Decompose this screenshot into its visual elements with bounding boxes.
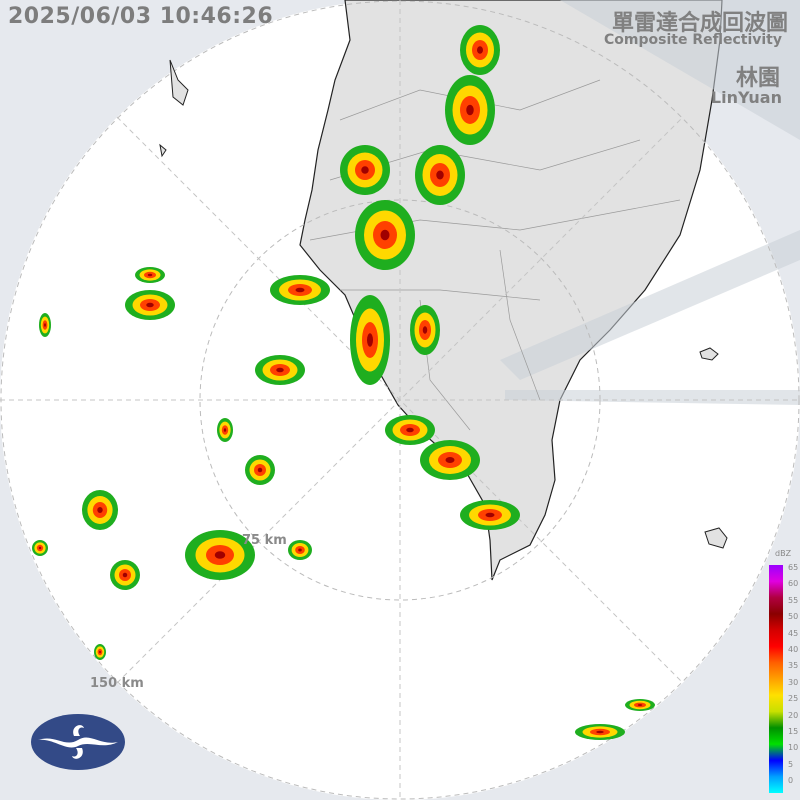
echo-cell	[380, 229, 390, 241]
echo-cell	[367, 333, 373, 347]
radar-echoes	[32, 25, 655, 740]
echo-cell	[223, 428, 227, 432]
islands	[159, 59, 728, 549]
echo-cell	[147, 273, 153, 277]
echo-cell	[44, 323, 46, 327]
range-label-75km: 75 km	[242, 533, 287, 548]
echo-cell	[257, 467, 263, 473]
echo-cell	[637, 704, 643, 706]
colorbar-label: 50	[788, 612, 799, 622]
echo-cell	[596, 730, 604, 734]
range-ring-75km	[199, 199, 601, 601]
echo-cell	[445, 457, 455, 463]
echo-cell	[276, 367, 284, 373]
echo-cell	[298, 548, 302, 552]
colorbar-label: 5	[788, 759, 794, 769]
echo-cell	[361, 166, 369, 174]
product-title-zh: 單雷達合成回波圖	[611, 11, 788, 36]
echo-cell	[477, 46, 483, 54]
echo-cell	[146, 302, 154, 308]
echo-cell	[295, 287, 305, 293]
station-name-zh: 林園	[735, 66, 780, 91]
range-label-150km: 150 km	[90, 676, 144, 691]
colorbar-label: 10	[788, 743, 799, 753]
colorbar-label: 55	[788, 595, 799, 605]
colorbar-label: 30	[788, 677, 799, 687]
colorbar-label: 20	[788, 710, 799, 720]
product-title-en: Composite Reflectivity	[604, 32, 782, 48]
colorbar-label: 65	[788, 563, 799, 572]
echo-cell	[97, 507, 103, 513]
echo-cell	[436, 170, 444, 180]
timestamp: 2025/06/03 10:46:26	[8, 4, 274, 29]
colorbar-label: 40	[788, 645, 799, 654]
cwa-logo	[31, 714, 125, 770]
colorbar	[769, 565, 783, 793]
echo-cell	[99, 650, 101, 654]
echo-cell	[466, 104, 474, 116]
echo-cell	[214, 551, 226, 559]
colorbar-label: 60	[788, 579, 799, 589]
colorbar-label: 0	[788, 776, 794, 786]
station-name-en: LinYuan	[710, 88, 782, 107]
echo-cell	[406, 427, 414, 433]
echo-cell	[38, 546, 42, 550]
echo-cell	[485, 512, 495, 518]
colorbar-unit: dBZ	[775, 549, 792, 558]
taiwan-land	[299, 0, 723, 581]
colorbar-label: 45	[788, 628, 799, 638]
echo-cell	[122, 572, 128, 578]
colorbar-label: 15	[788, 727, 799, 736]
echo-cell	[422, 326, 428, 334]
colorbar-label: 35	[788, 661, 799, 671]
beam-blockage-sector	[500, 0, 800, 405]
colorbar-label: 25	[788, 694, 799, 704]
